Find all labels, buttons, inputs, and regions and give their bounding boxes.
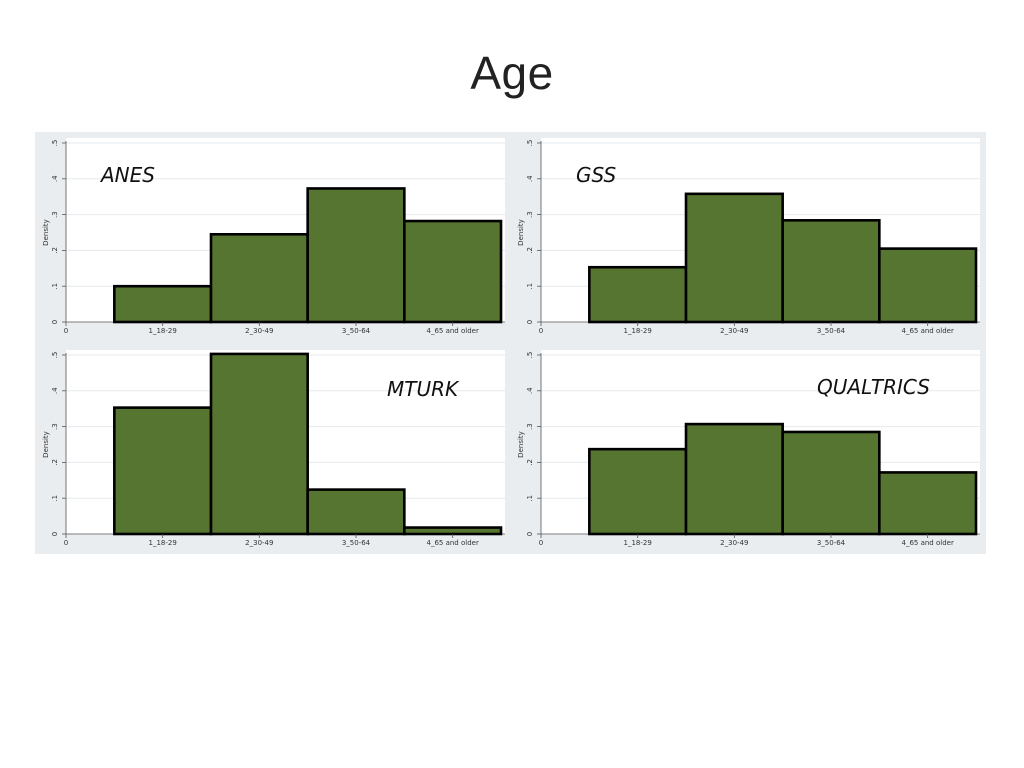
y-tick-label: .3 <box>51 211 59 218</box>
x-tick-label: 2_30-49 <box>245 327 273 335</box>
histogram-bar <box>878 247 978 324</box>
histogram-panel: 0 .1 .2 .3 .4 .5 Density 0 1_18-29 2_30-49 3_50-64… <box>517 138 980 335</box>
histogram-bar <box>306 187 406 324</box>
histogram-grid: 0 .1 .2 .3 .4 .5 Density 0 1_18-29 2_30-49 3_50-64… <box>35 132 986 554</box>
slide-title: Age <box>470 47 554 99</box>
x-tick-label: 2_30-49 <box>245 539 273 547</box>
y-tick-label: .2 <box>51 459 59 466</box>
x-tick-label: 2_30-49 <box>720 327 748 335</box>
histogram-bar <box>113 406 213 536</box>
x-tick-label: 0 <box>539 327 543 335</box>
histogram-bar <box>588 447 688 536</box>
y-tick-label: .1 <box>526 495 534 502</box>
y-tick-label: .5 <box>51 352 59 359</box>
histogram-panel: 0 .1 .2 .3 .4 .5 Density 0 1_18-29 2_30-49 3_50-64… <box>42 138 505 335</box>
x-tick-label: 4_65 and older <box>901 327 953 335</box>
x-tick-label: 0 <box>539 539 543 547</box>
histogram-bar <box>403 219 503 324</box>
histogram-bar <box>403 526 503 536</box>
x-tick-label: 4_65 and older <box>426 539 478 547</box>
y-tick-label: .2 <box>526 247 534 254</box>
x-tick-label: 1_18-29 <box>149 327 177 335</box>
y-axis-title: Density <box>517 431 525 458</box>
y-tick-label: .4 <box>51 175 59 182</box>
panel-label: QUALTRICS <box>817 375 930 399</box>
x-tick-label: 3_50-64 <box>817 327 846 335</box>
histogram-bar <box>209 352 309 536</box>
histogram-bar <box>684 422 784 536</box>
histogram-bar <box>684 192 784 324</box>
y-tick-label: .2 <box>526 459 534 466</box>
histogram-bar <box>113 284 213 324</box>
x-tick-label: 0 <box>64 327 68 335</box>
x-tick-label: 3_50-64 <box>342 539 371 547</box>
x-tick-label: 4_65 and older <box>426 327 478 335</box>
y-tick-label: .2 <box>51 247 59 254</box>
x-tick-label: 0 <box>64 539 68 547</box>
y-tick-label: .1 <box>51 495 59 502</box>
y-tick-label: .4 <box>526 387 534 394</box>
x-tick-label: 3_50-64 <box>817 539 846 547</box>
y-tick-label: .5 <box>526 352 534 359</box>
y-tick-label: .3 <box>526 211 534 218</box>
y-tick-label: .1 <box>526 283 534 290</box>
x-tick-label: 1_18-29 <box>149 539 177 547</box>
y-tick-label: 0 <box>51 532 59 536</box>
histogram-bar <box>588 265 688 324</box>
y-tick-label: 0 <box>526 320 534 324</box>
histogram-panel: 0 .1 .2 .3 .4 .5 Density 0 1_18-29 2_30-49 3_50-64… <box>517 350 980 547</box>
x-tick-label: 1_18-29 <box>624 327 652 335</box>
y-tick-label: .4 <box>51 387 59 394</box>
panel-label: MTURK <box>387 377 460 401</box>
y-axis-title: Density <box>42 219 50 246</box>
y-tick-label: .4 <box>526 175 534 182</box>
x-tick-label: 1_18-29 <box>624 539 652 547</box>
histogram-bar <box>781 430 881 536</box>
y-tick-label: 0 <box>526 532 534 536</box>
y-tick-label: .5 <box>526 140 534 147</box>
panel-label: ANES <box>99 163 155 187</box>
y-tick-label: .5 <box>51 140 59 147</box>
y-tick-label: 0 <box>51 320 59 324</box>
x-tick-label: 2_30-49 <box>720 539 748 547</box>
x-tick-label: 4_65 and older <box>901 539 953 547</box>
x-tick-label: 3_50-64 <box>342 327 371 335</box>
y-tick-label: .3 <box>51 423 59 430</box>
histogram-bar <box>781 219 881 324</box>
y-tick-label: .1 <box>51 283 59 290</box>
histogram-bar <box>306 488 406 536</box>
panel-label: GSS <box>576 163 616 187</box>
y-tick-label: .3 <box>526 423 534 430</box>
histogram-bar <box>209 232 309 324</box>
y-axis-title: Density <box>517 219 525 246</box>
histogram-panel: 0 .1 .2 .3 .4 .5 Density 0 1_18-29 2_30-49 3_50-64… <box>42 350 505 547</box>
histogram-bar <box>878 471 978 536</box>
y-axis-title: Density <box>42 431 50 458</box>
charts-svg: 0 .1 .2 .3 .4 .5 Density 0 1_18-29 2_30-49 3_50-64… <box>42 138 980 547</box>
